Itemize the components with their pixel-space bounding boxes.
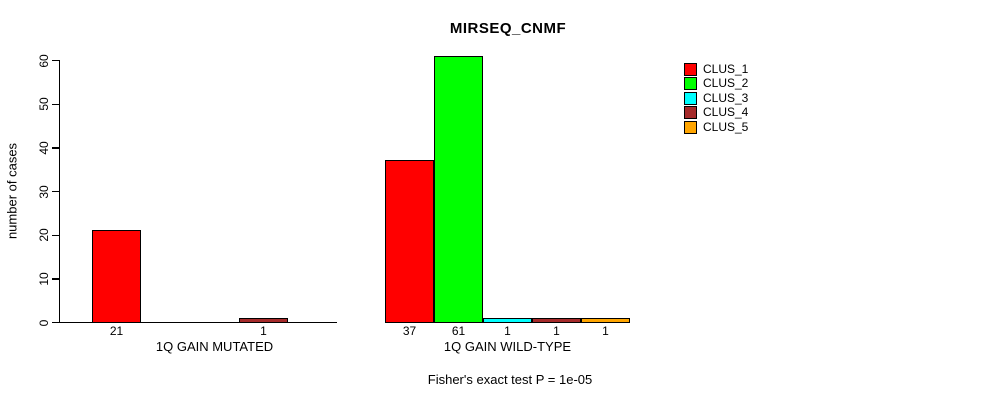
bar-clus_1 [385, 160, 434, 324]
bar-clus_1 [92, 230, 141, 324]
bar-clus_5 [581, 317, 630, 324]
legend: CLUS_1 CLUS_2 CLUS_3 CLUS_4 CLUS_5 [684, 62, 748, 135]
y-axis-label: number of cases [4, 142, 20, 240]
legend-label: CLUS_4 [703, 105, 749, 120]
bar-value-label: 1 [553, 324, 560, 338]
x-axis-group-label: 1Q GAIN WILD-TYPE [443, 339, 572, 354]
y-tick-label: 60 [37, 54, 51, 68]
chart-title: MIRSEQ_CNMF [449, 20, 567, 37]
legend-swatch-clus_4 [684, 106, 697, 120]
y-axis-tick [52, 278, 59, 280]
y-tick-label: 20 [37, 228, 51, 243]
bar-value-label: 61 [451, 324, 466, 338]
legend-label: CLUS_2 [703, 76, 749, 91]
fisher-test-annotation: Fisher's exact test P = 1e-05 [427, 372, 593, 387]
bar-clus_2 [434, 55, 483, 324]
y-tick-label: 50 [37, 97, 51, 112]
y-tick-label: 10 [37, 272, 51, 286]
bar-value-label: 1 [602, 324, 609, 338]
legend-swatch-clus_5 [684, 120, 697, 134]
bar-value-label: 37 [402, 324, 417, 338]
legend-label: CLUS_1 [703, 61, 749, 76]
legend-row: CLUS_3 [684, 91, 748, 106]
legend-label: CLUS_3 [703, 90, 749, 105]
x-axis-group-label: 1Q GAIN MUTATED [155, 339, 274, 354]
y-axis-tick [52, 147, 59, 149]
bar-clus_4 [532, 317, 581, 324]
bar-value-label: 21 [109, 324, 124, 338]
legend-swatch-clus_2 [684, 77, 697, 91]
legend-row: CLUS_5 [684, 120, 748, 135]
bar-clus_3 [483, 317, 532, 324]
y-tick-label: 30 [37, 185, 51, 199]
legend-swatch-clus_3 [684, 91, 697, 105]
y-tick-label: 40 [37, 141, 51, 155]
legend-swatch-clus_1 [684, 62, 697, 76]
y-axis-tick [52, 60, 59, 62]
y-axis-tick [52, 322, 59, 324]
y-axis-tick [52, 191, 59, 193]
legend-row: CLUS_4 [684, 106, 748, 121]
bar-clus_4 [239, 317, 288, 324]
y-axis-tick [52, 103, 59, 106]
bar-value-label: 1 [260, 324, 267, 338]
legend-label: CLUS_5 [703, 119, 749, 134]
y-axis-line [59, 60, 61, 324]
y-axis-tick [52, 234, 59, 237]
legend-row: CLUS_1 [684, 62, 748, 77]
x-axis-baseline [59, 322, 337, 324]
bar-value-label: 1 [504, 324, 511, 338]
y-tick-label: 0 [37, 319, 51, 327]
legend-row: CLUS_2 [684, 77, 748, 92]
